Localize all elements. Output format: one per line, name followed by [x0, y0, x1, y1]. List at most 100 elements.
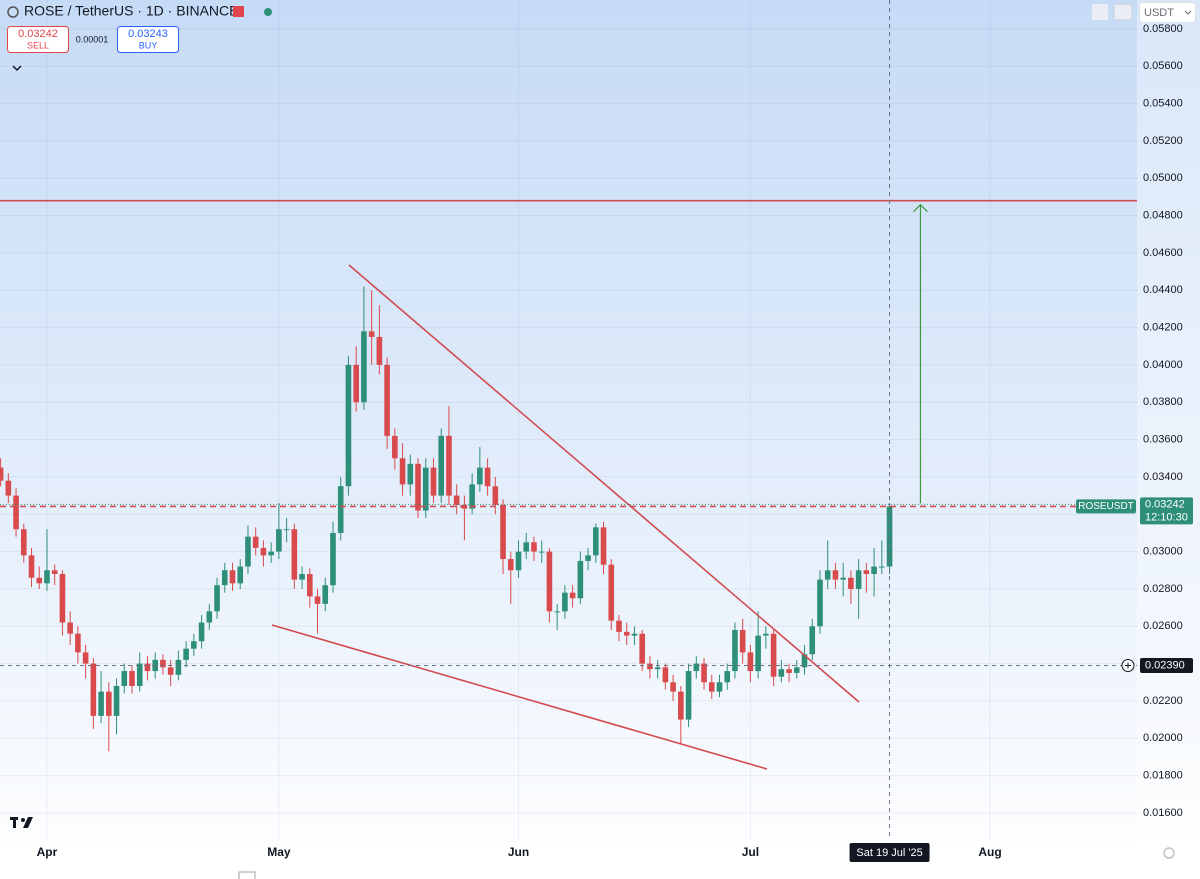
- candle-body: [237, 566, 244, 584]
- y-tick-label: 0.03400: [1143, 471, 1183, 483]
- symbol-title: ROSE / TetherUS · 1D · BINANCE: [24, 3, 238, 19]
- candle-body: [871, 566, 877, 574]
- candle-body: [214, 585, 220, 612]
- candle-body: [307, 574, 313, 597]
- buy-button[interactable]: [117, 26, 179, 53]
- y-tick-label: 0.04200: [1143, 322, 1183, 334]
- flag-icon[interactable]: [233, 6, 244, 17]
- candle-body: [322, 585, 329, 604]
- candle-body: [129, 671, 135, 686]
- sell-price: 0.03242: [18, 28, 58, 40]
- status-dot: [264, 8, 272, 16]
- candle-body: [13, 495, 19, 530]
- candle-body: [206, 611, 213, 623]
- candle-body: [291, 529, 298, 580]
- candle-body: [345, 364, 352, 487]
- toolbar-button[interactable]: [1113, 3, 1133, 21]
- candle-body: [538, 551, 545, 553]
- candle-body: [67, 622, 73, 634]
- candle-body: [245, 536, 251, 567]
- currency-dropdown[interactable]: [1139, 2, 1196, 23]
- lower-trendline: [271, 624, 768, 770]
- candle-body: [562, 592, 568, 612]
- candle-body: [600, 527, 607, 565]
- candle-body: [879, 566, 885, 568]
- candle-body: [415, 463, 421, 511]
- candle-body: [685, 671, 692, 720]
- candle-body: [407, 463, 414, 485]
- candle-body: [716, 682, 723, 692]
- candle-body: [678, 691, 684, 720]
- y-tick-label: 0.03600: [1143, 434, 1183, 446]
- candle-body: [283, 529, 290, 531]
- buy-price: 0.03243: [128, 28, 168, 40]
- candle-body: [299, 574, 305, 580]
- candle-body: [639, 633, 645, 664]
- candle-body: [392, 435, 398, 459]
- price-axis: [1137, 0, 1200, 866]
- candle-body: [167, 667, 174, 675]
- candle-body: [28, 555, 35, 578]
- candle-body: [376, 336, 383, 365]
- candle-body: [191, 641, 197, 649]
- candle-body: [90, 663, 97, 716]
- candle-body: [229, 570, 236, 584]
- candle-body: [98, 691, 104, 716]
- toolbar-button[interactable]: [1092, 4, 1108, 20]
- candle-body: [477, 467, 483, 485]
- candle-body: [577, 560, 584, 599]
- x-tick-label: May: [267, 845, 291, 859]
- candle-body: [515, 551, 522, 571]
- last-price-label: 0.03242: [1145, 498, 1185, 510]
- candle-body: [492, 486, 499, 505]
- plot: [0, 286, 893, 752]
- add-alert-icon: [1125, 662, 1131, 669]
- x-tick-label: Aug: [978, 845, 1001, 859]
- candle-body: [763, 633, 769, 636]
- candle-body: [500, 504, 506, 560]
- candle-body: [20, 529, 27, 556]
- crosshair-price-box: [1140, 657, 1193, 673]
- crosshair-price-label: 0.02390: [1145, 659, 1185, 671]
- currency-label: USDT: [1144, 7, 1174, 19]
- sell-button[interactable]: [7, 26, 69, 53]
- candle-body: [840, 577, 846, 580]
- candle-body: [569, 592, 576, 599]
- candle-body: [670, 682, 676, 692]
- y-tick-label: 0.04000: [1143, 359, 1183, 371]
- candle-body: [136, 663, 143, 686]
- arrow-head: [913, 203, 928, 213]
- y-tick-label: 0.05400: [1143, 98, 1183, 110]
- candle-body: [221, 570, 228, 586]
- candle-body: [144, 663, 151, 672]
- grid: [0, 0, 1137, 840]
- candle-body: [446, 435, 452, 496]
- candle-body: [801, 654, 808, 668]
- last-price-box: [1140, 497, 1193, 525]
- candle-body: [121, 671, 128, 686]
- candle-body: [616, 620, 622, 632]
- candle-body: [399, 458, 406, 485]
- candle-body: [608, 564, 615, 621]
- candle-body: [51, 570, 58, 574]
- candle-body: [809, 626, 816, 655]
- candle-body: [554, 611, 560, 613]
- y-tick-label: 0.02800: [1143, 583, 1183, 595]
- candle-body: [36, 577, 43, 584]
- candle-body: [82, 652, 89, 664]
- candle-body: [175, 659, 182, 675]
- y-tick-label: 0.05000: [1143, 172, 1183, 184]
- candle-body: [330, 532, 336, 586]
- y-tick-label: 0.04400: [1143, 284, 1183, 296]
- y-tick-label: 0.05800: [1143, 23, 1183, 35]
- candle-body: [337, 486, 344, 533]
- candle-body: [160, 659, 166, 668]
- collapse-toggle[interactable]: [12, 65, 22, 72]
- candle-body: [654, 667, 661, 670]
- y-tick-label: 0.04800: [1143, 210, 1183, 222]
- countdown-label: 12:10:30: [1145, 511, 1188, 523]
- x-tick-label: Jun: [508, 845, 529, 859]
- candle-body: [739, 630, 746, 653]
- candle-body: [817, 579, 823, 627]
